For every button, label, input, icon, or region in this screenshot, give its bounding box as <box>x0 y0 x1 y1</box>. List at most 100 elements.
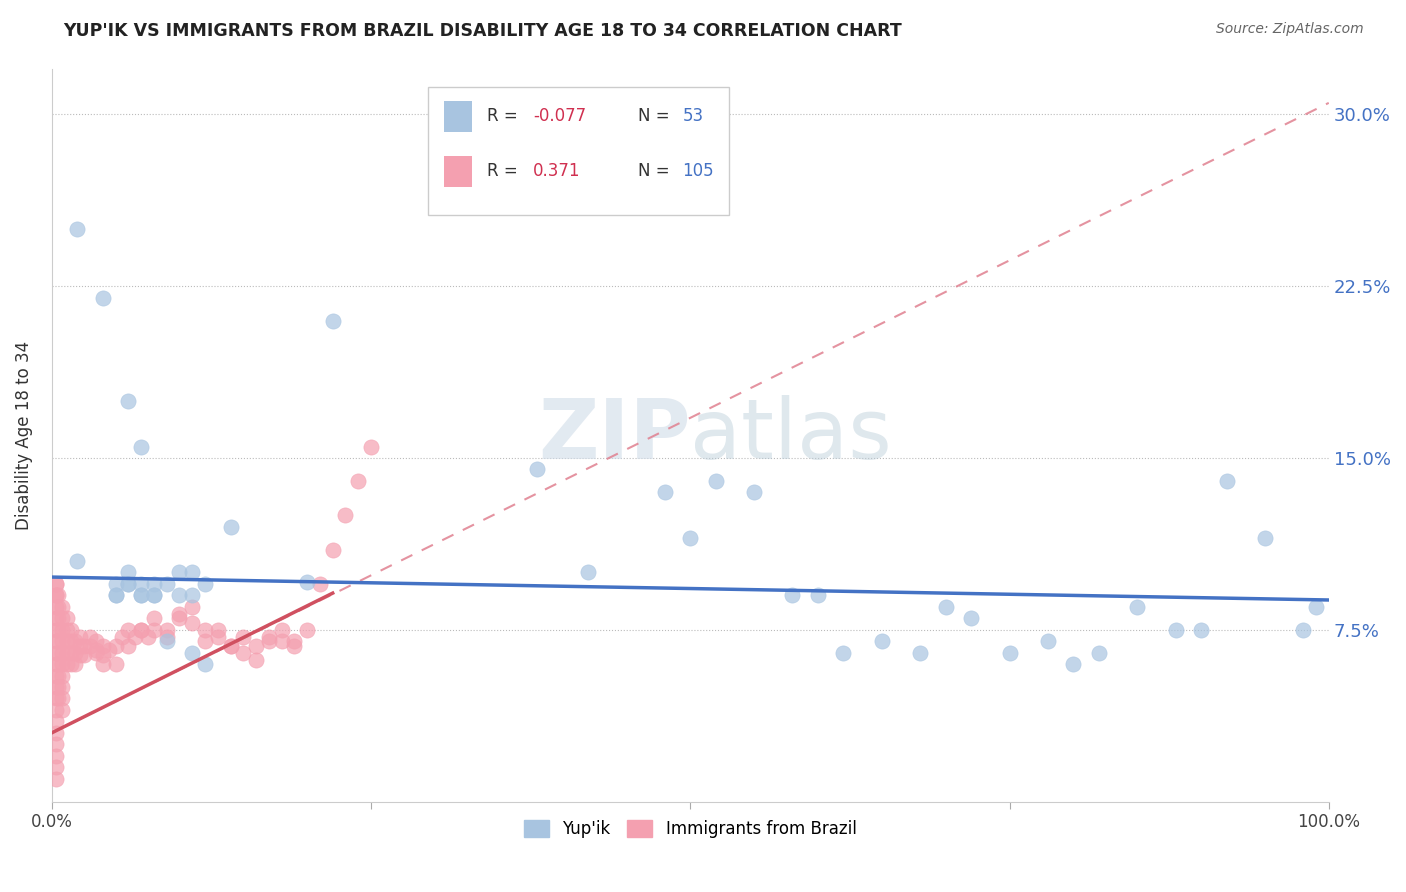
Point <box>335 508 357 523</box>
Point <box>45 657 67 672</box>
Point <box>63 646 86 660</box>
Point <box>46 634 69 648</box>
Point <box>142 623 165 637</box>
Point <box>156 577 179 591</box>
Point <box>117 639 139 653</box>
Point <box>69 648 91 662</box>
Point <box>169 611 191 625</box>
Point <box>136 630 159 644</box>
Point <box>117 577 139 591</box>
Point <box>679 531 702 545</box>
Point <box>56 657 79 672</box>
Point <box>117 623 139 637</box>
Point <box>111 630 134 644</box>
Point <box>232 630 254 644</box>
Text: R =: R = <box>488 162 523 180</box>
Point <box>870 634 893 648</box>
Point <box>1189 623 1212 637</box>
Point <box>59 634 82 648</box>
Point <box>104 657 127 672</box>
Point <box>91 657 114 672</box>
Text: 105: 105 <box>682 162 714 180</box>
Point <box>69 639 91 653</box>
Point <box>283 634 305 648</box>
Point <box>142 588 165 602</box>
Point <box>46 680 69 694</box>
Point <box>1062 657 1084 672</box>
Point <box>98 643 121 657</box>
Point <box>46 657 69 672</box>
Point <box>704 474 727 488</box>
Point <box>245 652 267 666</box>
Point <box>654 485 676 500</box>
Point <box>526 462 548 476</box>
Point <box>51 680 73 694</box>
Point <box>91 639 114 653</box>
Point <box>59 623 82 637</box>
Point <box>104 588 127 602</box>
Point <box>295 574 318 589</box>
Point <box>59 646 82 660</box>
Point <box>51 657 73 672</box>
Point <box>45 646 67 660</box>
Point <box>169 588 191 602</box>
Point <box>91 648 114 662</box>
Point <box>45 599 67 614</box>
Point <box>51 646 73 660</box>
Point <box>181 588 204 602</box>
Point <box>245 639 267 653</box>
Point <box>45 611 67 625</box>
Point <box>782 588 804 602</box>
Y-axis label: Disability Age 18 to 34: Disability Age 18 to 34 <box>15 341 32 530</box>
Point <box>270 623 292 637</box>
Text: N =: N = <box>638 107 675 125</box>
Point <box>45 748 67 763</box>
Point <box>45 668 67 682</box>
Point <box>45 703 67 717</box>
Point <box>1292 623 1315 637</box>
Point <box>156 630 179 644</box>
Point <box>742 485 765 500</box>
Point <box>51 668 73 682</box>
Text: N =: N = <box>638 162 675 180</box>
Point <box>283 639 305 653</box>
Text: 53: 53 <box>682 107 704 125</box>
Point <box>79 639 101 653</box>
Point <box>46 588 69 602</box>
Point <box>45 726 67 740</box>
Point <box>142 588 165 602</box>
Point <box>960 611 983 625</box>
Text: 0.371: 0.371 <box>533 162 581 180</box>
Point <box>51 691 73 706</box>
Point <box>129 623 152 637</box>
Point <box>46 599 69 614</box>
Point <box>194 623 217 637</box>
Point <box>73 639 96 653</box>
Point <box>129 623 152 637</box>
Point <box>935 599 957 614</box>
Point <box>63 634 86 648</box>
Point <box>156 623 179 637</box>
Point <box>45 772 67 786</box>
Point <box>998 646 1021 660</box>
Text: Source: ZipAtlas.com: Source: ZipAtlas.com <box>1216 22 1364 37</box>
Point <box>219 639 242 653</box>
Point <box>1036 634 1059 648</box>
FancyBboxPatch shape <box>444 156 472 186</box>
Point <box>1126 599 1149 614</box>
Point <box>232 646 254 660</box>
Point <box>1088 646 1111 660</box>
Point <box>45 760 67 774</box>
Point <box>117 577 139 591</box>
Point <box>181 615 204 630</box>
Point <box>51 599 73 614</box>
Point <box>104 639 127 653</box>
Point <box>142 577 165 591</box>
Point <box>1305 599 1327 614</box>
Point <box>181 566 204 580</box>
Point <box>142 611 165 625</box>
Point <box>194 634 217 648</box>
Point <box>347 474 370 488</box>
Point <box>63 657 86 672</box>
Point <box>169 607 191 621</box>
